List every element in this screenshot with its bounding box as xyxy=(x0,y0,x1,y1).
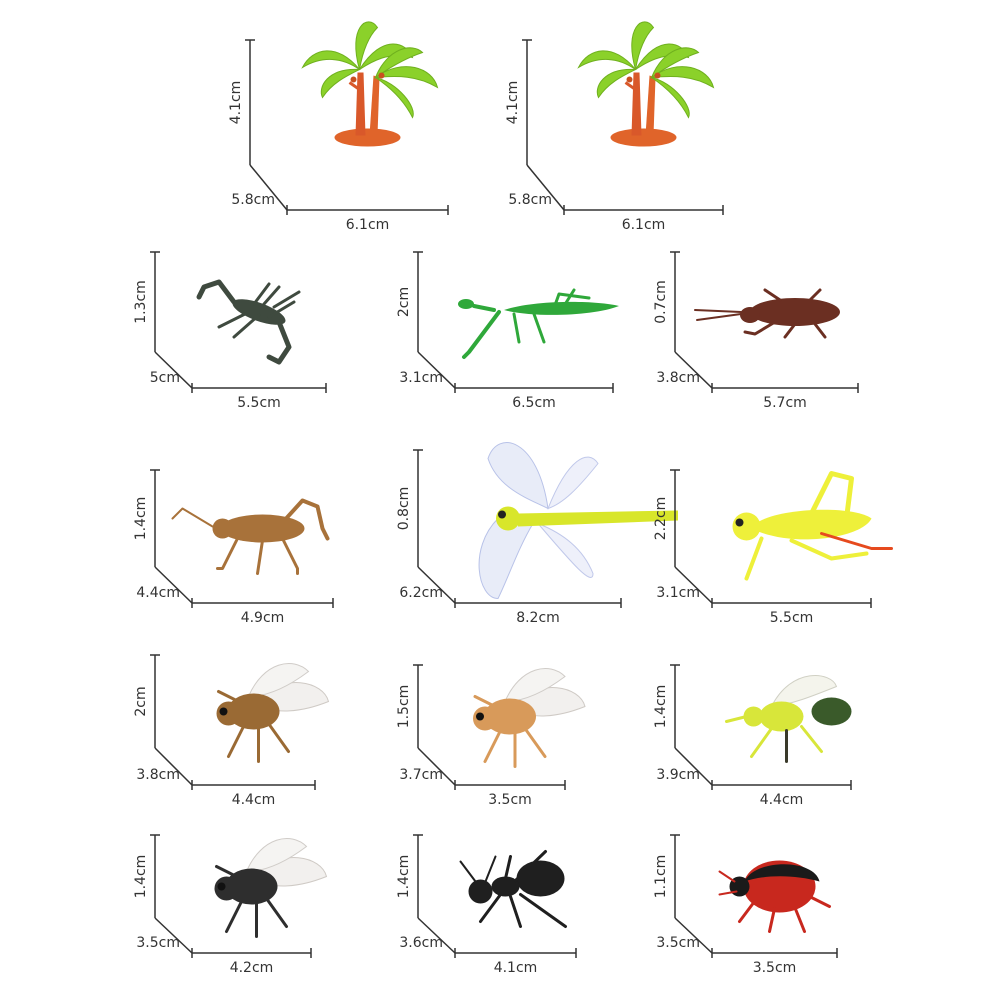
depth-label: 4.4cm xyxy=(136,585,180,601)
height-label: 4.1cm xyxy=(228,81,244,125)
height-label: 1.5cm xyxy=(396,685,412,729)
fly-icon xyxy=(214,838,328,938)
depth-line xyxy=(154,747,193,786)
depth-line xyxy=(154,917,193,954)
width-label: 6.1cm xyxy=(346,217,390,233)
grasshopper-icon xyxy=(732,471,893,581)
depth-label: 5.8cm xyxy=(508,192,552,208)
depth-label: 5.8cm xyxy=(231,192,275,208)
depth-label: 3.7cm xyxy=(399,767,443,783)
width-label: 6.1cm xyxy=(622,217,666,233)
scorpion-icon xyxy=(196,279,301,365)
height-label: 0.7cm xyxy=(653,280,669,324)
toy-cell-cricket: 1.4cm 4.4cm 4.9cm xyxy=(133,469,334,626)
toy-cell-dragonfly: 0.8cm 6.2cm 8.2cm xyxy=(396,442,678,626)
width-label: 5.5cm xyxy=(237,395,281,411)
width-label: 5.7cm xyxy=(763,395,807,411)
toy-cell-grasshopper: 2.2cm 3.1cm 5.5cm xyxy=(653,469,893,626)
toy-cell-scorpion: 1.3cm 5cm 5.5cm xyxy=(133,251,327,411)
width-label: 4.2cm xyxy=(230,960,274,976)
depth-label: 3.6cm xyxy=(399,935,443,951)
depth-label: 3.1cm xyxy=(399,370,443,386)
depth-label: 6.2cm xyxy=(399,585,443,601)
depth-line xyxy=(417,917,456,954)
palm-tree-icon xyxy=(577,20,715,148)
width-label: 3.5cm xyxy=(753,960,797,976)
width-label: 4.9cm xyxy=(241,610,285,626)
toy-cell-cockroach: 0.7cm 3.8cm 5.7cm xyxy=(653,251,859,411)
depth-label: 3.8cm xyxy=(136,767,180,783)
height-label: 1.4cm xyxy=(396,855,412,899)
depth-line xyxy=(154,351,193,389)
depth-line xyxy=(417,747,456,786)
depth-line xyxy=(526,164,565,211)
height-label: 2.2cm xyxy=(653,497,669,541)
depth-label: 3.9cm xyxy=(656,767,700,783)
height-label: 2cm xyxy=(133,686,149,716)
bee-icon xyxy=(725,675,852,763)
toy-cell-fly-orange: 1.5cm 3.7cm 3.5cm xyxy=(396,664,586,808)
ant-icon xyxy=(459,850,567,928)
width-label: 4.4cm xyxy=(232,792,276,808)
ladybug-icon xyxy=(718,860,831,933)
toy-cell-housefly: 1.4cm 3.5cm 4.2cm xyxy=(133,834,328,976)
fly-icon xyxy=(216,663,330,763)
depth-label: 3.5cm xyxy=(656,935,700,951)
depth-line xyxy=(674,917,713,954)
depth-line xyxy=(154,566,193,604)
depth-line xyxy=(674,566,713,604)
palm-tree-icon xyxy=(301,20,439,148)
height-label: 1.1cm xyxy=(653,855,669,899)
depth-line xyxy=(674,747,713,786)
height-label: 0.8cm xyxy=(396,487,412,531)
toy-cell-ant: 1.4cm 3.6cm 4.1cm xyxy=(396,834,577,976)
width-label: 6.5cm xyxy=(512,395,556,411)
height-label: 1.3cm xyxy=(133,280,149,324)
cockroach-icon xyxy=(694,288,840,339)
depth-label: 5cm xyxy=(150,370,180,386)
width-label: 4.1cm xyxy=(494,960,538,976)
width-label: 8.2cm xyxy=(516,610,560,626)
height-label: 1.4cm xyxy=(133,497,149,541)
height-label: 1.4cm xyxy=(133,855,149,899)
depth-label: 3.5cm xyxy=(136,935,180,951)
depth-line xyxy=(249,164,288,211)
depth-line xyxy=(417,566,456,604)
depth-label: 3.1cm xyxy=(656,585,700,601)
fly-icon xyxy=(473,668,586,768)
width-label: 3.5cm xyxy=(488,792,532,808)
toy-cell-mantis: 2cm 3.1cm 6.5cm xyxy=(396,251,619,411)
height-label: 2cm xyxy=(396,287,412,317)
toy-cell-ladybug: 1.1cm 3.5cm 3.5cm xyxy=(653,834,838,976)
toy-cell-palm-tree: 4.1cm 5.8cm 6.1cm xyxy=(228,20,449,233)
cricket-icon xyxy=(171,498,330,575)
toy-cell-bee: 1.4cm 3.9cm 4.4cm xyxy=(653,664,852,808)
depth-line xyxy=(674,351,713,389)
height-label: 1.4cm xyxy=(653,685,669,729)
width-label: 5.5cm xyxy=(770,610,814,626)
mantis-icon xyxy=(458,288,619,359)
width-label: 4.4cm xyxy=(760,792,804,808)
toy-cell-palm-tree: 4.1cm 5.8cm 6.1cm xyxy=(505,20,724,233)
dragonfly-icon xyxy=(478,442,678,600)
depth-line xyxy=(417,351,456,389)
height-label: 4.1cm xyxy=(505,81,521,125)
toy-cell-fly-amber: 2cm 3.8cm 4.4cm xyxy=(133,654,330,808)
depth-label: 3.8cm xyxy=(656,370,700,386)
